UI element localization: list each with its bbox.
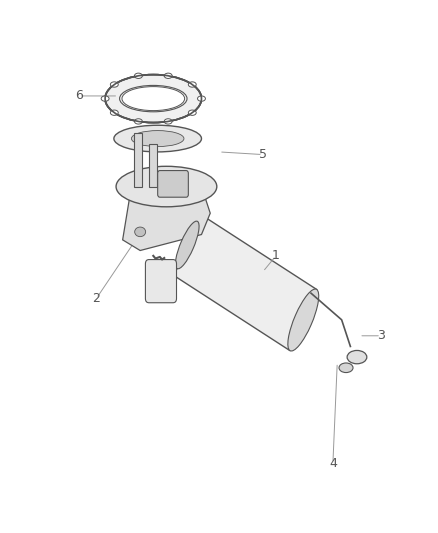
Ellipse shape bbox=[105, 75, 201, 123]
Polygon shape bbox=[134, 133, 142, 187]
Text: 4: 4 bbox=[329, 457, 337, 470]
Polygon shape bbox=[174, 214, 317, 351]
Ellipse shape bbox=[131, 131, 184, 147]
Ellipse shape bbox=[134, 119, 142, 124]
Ellipse shape bbox=[116, 166, 217, 207]
Ellipse shape bbox=[198, 96, 205, 101]
Ellipse shape bbox=[101, 96, 109, 101]
Ellipse shape bbox=[176, 221, 199, 269]
FancyBboxPatch shape bbox=[145, 260, 177, 303]
Ellipse shape bbox=[164, 119, 172, 124]
Text: 3: 3 bbox=[377, 329, 385, 342]
Ellipse shape bbox=[288, 289, 319, 351]
Polygon shape bbox=[149, 144, 157, 187]
Ellipse shape bbox=[122, 86, 184, 111]
Ellipse shape bbox=[164, 73, 172, 78]
Ellipse shape bbox=[110, 82, 118, 87]
Text: 5: 5 bbox=[259, 148, 267, 161]
Ellipse shape bbox=[114, 125, 201, 152]
Ellipse shape bbox=[134, 73, 142, 78]
Ellipse shape bbox=[135, 227, 145, 237]
FancyBboxPatch shape bbox=[158, 171, 188, 197]
Ellipse shape bbox=[347, 351, 367, 364]
Text: 2: 2 bbox=[92, 292, 100, 305]
Text: 1: 1 bbox=[272, 249, 280, 262]
Ellipse shape bbox=[110, 110, 118, 115]
Ellipse shape bbox=[188, 82, 196, 87]
Polygon shape bbox=[123, 187, 210, 251]
Text: 6: 6 bbox=[75, 90, 83, 102]
Ellipse shape bbox=[188, 110, 196, 115]
Ellipse shape bbox=[339, 363, 353, 373]
